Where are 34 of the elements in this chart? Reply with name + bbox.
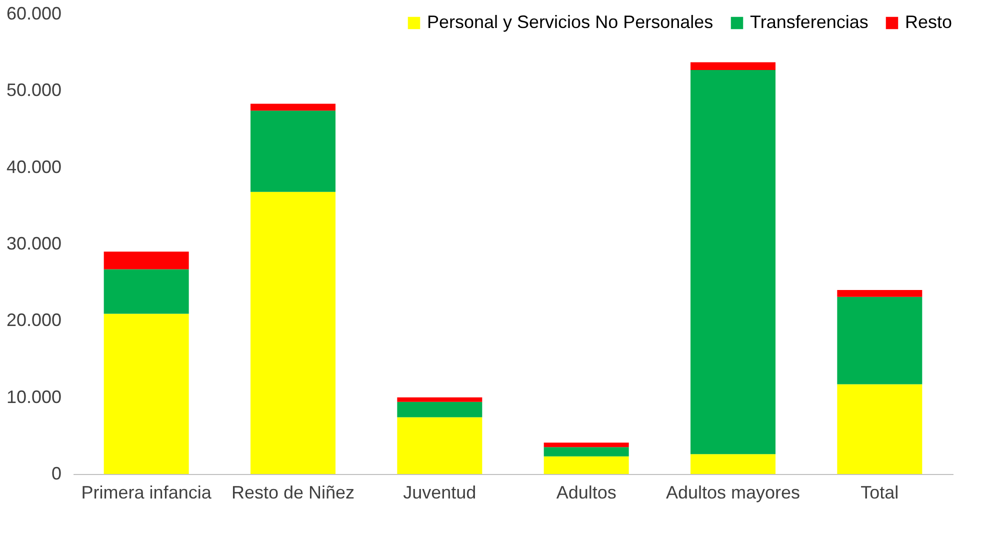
- bar: [397, 417, 482, 474]
- y-tick-label: 50.000: [6, 80, 62, 100]
- y-tick-label: 60.000: [6, 4, 62, 24]
- x-tick-label: Juventud: [403, 482, 476, 502]
- x-tick-label: Adultos: [556, 482, 616, 502]
- bar: [837, 384, 922, 474]
- legend-label: Personal y Servicios No Personales: [427, 12, 714, 32]
- x-tick-label: Primera infancia: [81, 482, 212, 502]
- bar: [690, 62, 776, 70]
- bar: [104, 314, 189, 474]
- bar: [690, 454, 776, 474]
- bar: [397, 397, 482, 402]
- x-tick-label: Total: [860, 482, 899, 502]
- y-tick-label: 40.000: [6, 156, 62, 177]
- bar: [544, 456, 629, 474]
- bar: [104, 269, 189, 314]
- bar: [690, 70, 776, 454]
- bar: [397, 402, 482, 418]
- legend-label: Resto: [905, 12, 952, 32]
- x-tick-label: Adultos mayores: [666, 482, 800, 502]
- y-tick-label: 10.000: [6, 386, 62, 407]
- bar: [104, 252, 189, 270]
- x-tick-label: Resto de Niñez: [231, 482, 355, 502]
- y-tick-label: 20.000: [6, 310, 62, 330]
- bar: [250, 110, 336, 192]
- bar: [837, 290, 922, 297]
- bar: [544, 442, 629, 448]
- bar: [250, 104, 336, 111]
- legend-label: Transferencias: [750, 12, 868, 32]
- bar: [837, 296, 922, 384]
- y-tick-label: 30.000: [6, 234, 62, 254]
- bar: [250, 192, 336, 474]
- y-tick-label: 0: [51, 464, 62, 484]
- bar: [544, 447, 629, 456]
